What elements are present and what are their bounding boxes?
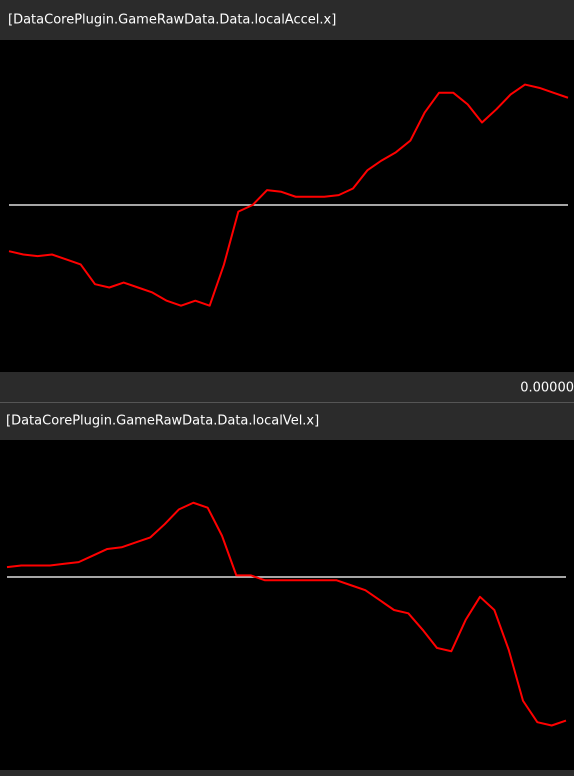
panel-header bbox=[0, 0, 574, 40]
readout: 0.00000 bbox=[520, 381, 574, 396]
bottom-strip bbox=[0, 770, 574, 776]
data-line bbox=[8, 83, 569, 307]
panel-header bbox=[0, 402, 574, 440]
data-line bbox=[6, 501, 567, 727]
chart-title: [DataCorePlugin.GameRawData.Data.localVe… bbox=[6, 414, 319, 429]
chart-title: [DataCorePlugin.GameRawData.Data.localAc… bbox=[8, 13, 336, 28]
readout-bar bbox=[0, 372, 574, 402]
